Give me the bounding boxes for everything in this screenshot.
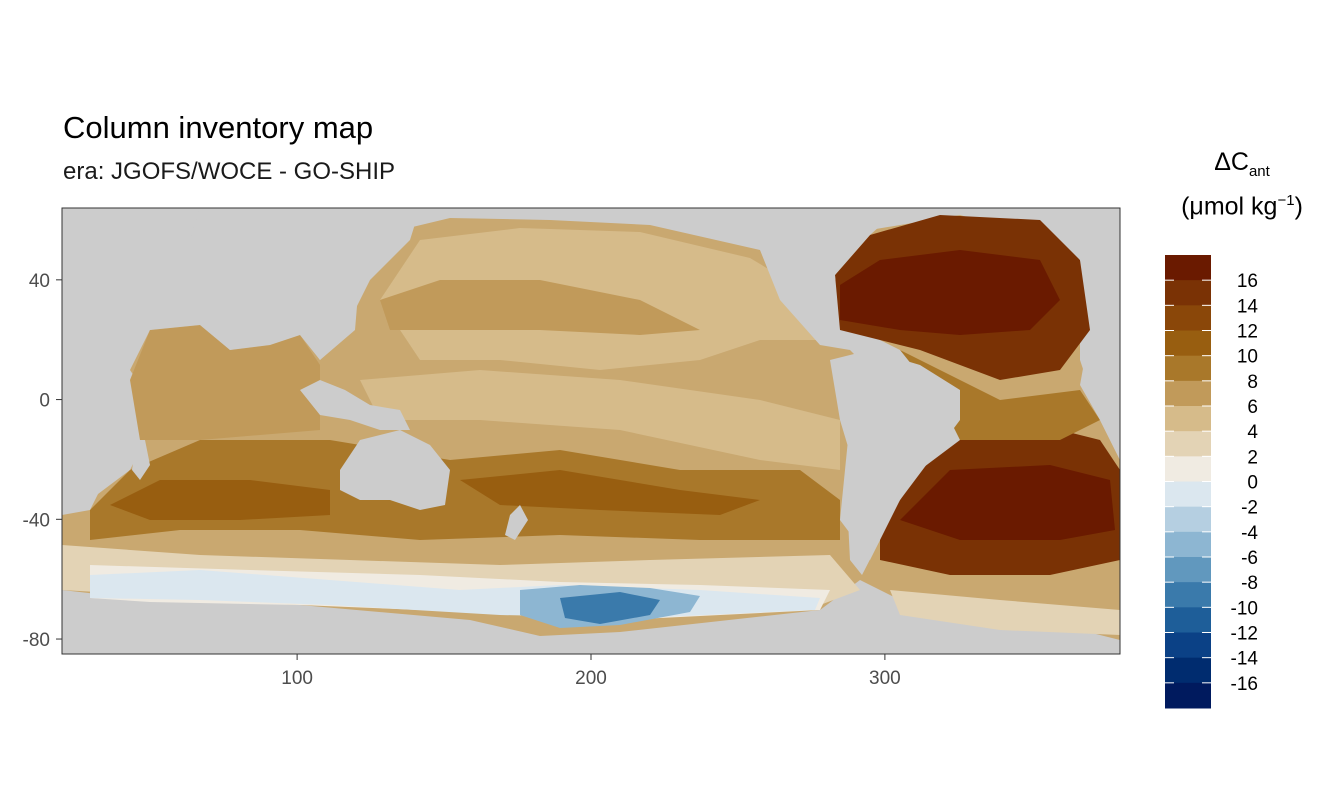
legend-symbol-subscript: ant (1248, 163, 1270, 180)
colorbar-label: -2 (1241, 498, 1258, 519)
colorbar-label: -16 (1231, 674, 1258, 695)
x-tick-label: 300 (869, 668, 901, 689)
x-tick-label: 100 (281, 668, 313, 689)
colorbar-swatch (1165, 330, 1211, 357)
colorbar-swatch (1165, 255, 1211, 281)
x-tick-label: 200 (575, 668, 607, 689)
legend-unit-prefix: (μmol kg (1181, 192, 1278, 221)
south-pacific-core (460, 470, 760, 515)
colorbar-swatch (1165, 280, 1211, 306)
colorbar-label: -4 (1241, 523, 1258, 544)
colorbar-swatch (1165, 481, 1211, 508)
legend-unit-superscript: −1 (1277, 192, 1295, 209)
y-tick-label: 0 (39, 391, 50, 412)
north-indian (130, 325, 320, 440)
asia-land (150, 208, 420, 360)
chart-title: Column inventory map (63, 110, 374, 145)
colorbar-label: -6 (1241, 548, 1258, 569)
colorbar-label: 12 (1237, 322, 1258, 343)
north-pacific-band (380, 280, 700, 335)
colorbar-label: 0 (1247, 473, 1258, 494)
maritime-continent-land (300, 380, 410, 430)
colorbar-label: 10 (1237, 347, 1258, 368)
south-america-land (830, 350, 960, 575)
colorbar-swatch (1165, 582, 1211, 608)
colorbar-swatch (1165, 657, 1211, 684)
colorbar-swatch (1165, 456, 1211, 482)
ross-sea-core (560, 592, 660, 624)
colorbar-swatch (1165, 431, 1211, 457)
colorbar-swatch (1165, 406, 1211, 432)
colorbar-swatch (1165, 531, 1211, 558)
colorbar-label: 4 (1247, 422, 1258, 443)
colorbar-label: 14 (1237, 296, 1259, 317)
colorbar-label: -12 (1231, 624, 1258, 645)
colorbar-swatch (1165, 682, 1211, 709)
africa-west-land (1080, 320, 1120, 460)
south-indian-core (110, 480, 330, 520)
legend-symbol: ΔC (1214, 148, 1249, 176)
colorbar-swatch (1165, 380, 1211, 407)
new-zealand-land (505, 505, 528, 540)
australia-land (340, 430, 450, 510)
madagascar-land (132, 440, 150, 480)
north-atlantic-core (840, 250, 1060, 335)
weddell-light (890, 590, 1120, 635)
equatorial-pacific (360, 370, 840, 470)
colorbar-swatch (1165, 607, 1211, 633)
colorbar-label: -10 (1231, 598, 1258, 619)
colorbar-swatch (1165, 355, 1211, 382)
colorbar-label: -8 (1241, 573, 1258, 594)
map-panel (62, 208, 1120, 654)
colorbar-label: -14 (1231, 649, 1259, 670)
colorbar: 16 14 12 10 8 6 4 2 0 -2 -4 -6 -8 -10 -12 -14 -16 (1165, 255, 1258, 709)
legend-title: ΔCant (μmol kg−1) (1162, 150, 1322, 219)
chart-subtitle: era: JGOFS/WOCE - GO-SHIP (63, 158, 396, 185)
y-tick-label: -80 (23, 630, 50, 651)
colorbar-label: 16 (1237, 271, 1258, 292)
colorbar-swatch (1165, 506, 1211, 533)
colorbar-label: 2 (1247, 447, 1258, 468)
south-atlantic-core (900, 465, 1115, 540)
colorbar-swatch (1165, 557, 1211, 583)
colorbar-label: 8 (1247, 372, 1258, 393)
colorbar-label: 6 (1247, 397, 1258, 418)
europe-land (1040, 208, 1120, 300)
colorbar-swatch (1165, 305, 1211, 331)
colorbar-swatch (1165, 632, 1211, 659)
antarctica-land (62, 600, 1120, 654)
y-tick-label: 40 (29, 271, 50, 292)
africa-east-land (62, 208, 200, 515)
y-tick-label: -40 (23, 510, 50, 531)
legend-unit-suffix: ) (1294, 192, 1303, 221)
north-america-land (760, 208, 900, 350)
